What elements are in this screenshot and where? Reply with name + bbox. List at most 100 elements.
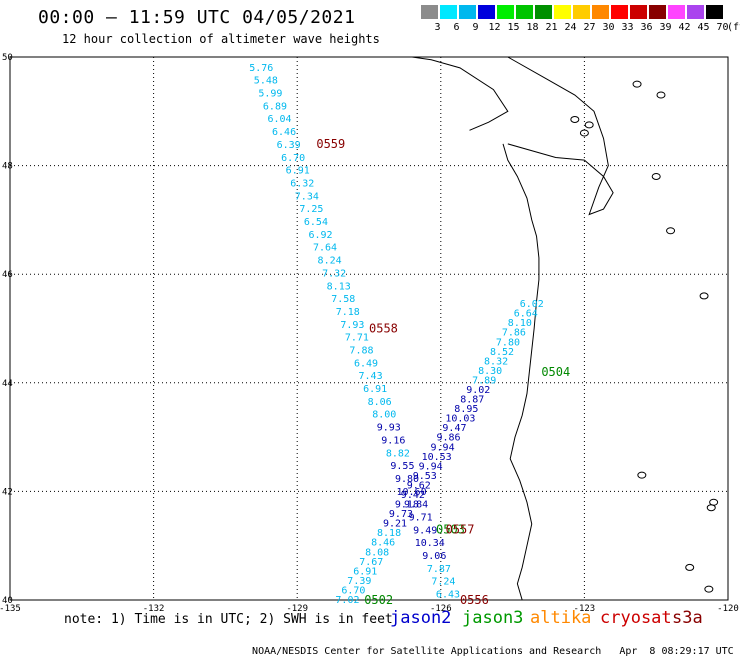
- lake-outline: [632, 80, 642, 88]
- swh-value-ascending: 9.42: [401, 490, 425, 501]
- swh-value-ascending: 7.80: [496, 337, 520, 348]
- scale-swatch: [421, 5, 438, 19]
- swh-value-descending: 9.93: [377, 423, 401, 434]
- lon-tick-label: -123: [574, 604, 596, 614]
- lake-outline: [706, 504, 716, 512]
- lake-outline: [637, 471, 647, 479]
- lake-outline: [584, 121, 594, 129]
- lon-tick-label: -129: [286, 604, 308, 614]
- lake-outline: [579, 129, 589, 137]
- swh-value-descending: 6.91: [286, 166, 310, 177]
- swh-value-descending: 7.32: [322, 268, 346, 279]
- lake-outline: [570, 115, 580, 123]
- pass-time-label: 0556: [460, 593, 489, 607]
- map-subtitle: 12 hour collection of altimeter wave hei…: [62, 32, 380, 46]
- swh-value-descending: 7.24: [431, 577, 455, 588]
- scale-unit: (ft): [727, 22, 740, 33]
- scale-label: 9: [472, 22, 479, 33]
- swh-value-descending: 6.91: [363, 384, 387, 395]
- lake-outline: [685, 563, 695, 571]
- swh-value-ascending: 8.52: [490, 347, 514, 358]
- scale-swatch: [687, 5, 704, 19]
- pass-time-label: 0558: [369, 322, 398, 336]
- us-west-coast: [502, 143, 540, 601]
- swh-value-ascending: 6.70: [341, 585, 365, 596]
- scale-label: 3: [434, 22, 441, 33]
- scale-label: 70: [716, 22, 729, 33]
- map-frame: [9, 56, 729, 601]
- swh-value-descending: 9.49: [413, 525, 437, 536]
- swh-value-descending: 6.46: [272, 127, 296, 138]
- swh-value-ascending: 9.18: [395, 500, 419, 511]
- swh-value-ascending: 9.94: [419, 461, 443, 472]
- lon-tick-label: -132: [143, 604, 165, 614]
- swh-value-descending: 8.24: [318, 256, 342, 267]
- map-title: 00:00 – 11:59 UTC 04/05/2021: [38, 7, 356, 28]
- pass-time-label: 0559: [316, 137, 345, 151]
- swh-value-descending: 5.48: [254, 76, 278, 87]
- swh-value-descending: 7.87: [427, 564, 451, 575]
- lon-tick-label: -135: [0, 604, 21, 614]
- swh-value-descending: 8.06: [368, 397, 392, 408]
- swh-value-descending: 7.88: [349, 345, 373, 356]
- swh-value-ascending: 7.39: [347, 576, 371, 587]
- mission-jason2: jason2: [390, 608, 452, 628]
- scale-label: 36: [640, 22, 653, 33]
- lake-outline: [651, 172, 661, 180]
- lake-outline: [704, 585, 714, 593]
- mission-s3a: s3a: [672, 608, 703, 628]
- swh-value-descending: 10.34: [415, 538, 445, 549]
- swh-value-descending: 7.25: [299, 204, 323, 215]
- scale-label: 12: [488, 22, 501, 33]
- scale-label: 39: [659, 22, 672, 33]
- scale-swatch: [668, 5, 685, 19]
- scale-swatch: [573, 5, 590, 19]
- scale-swatch: [478, 5, 495, 19]
- swh-value-ascending: 10.53: [422, 452, 452, 463]
- axis-tick-labels: -135 -132 -129 -126 -123 -120 40 42 44 46 48 50: [0, 53, 739, 614]
- scale-label: 24: [564, 22, 577, 33]
- swh-value-ascending: 8.18: [377, 528, 401, 539]
- swh-value-descending: 6.89: [263, 101, 287, 112]
- swh-value-ascending: 9.94: [431, 442, 455, 453]
- lon-tick-label: -120: [717, 604, 739, 614]
- scale-label: 33: [621, 22, 634, 33]
- lat-tick-label: 42: [2, 487, 13, 497]
- mission-cryosat: cryosat: [600, 608, 672, 628]
- scale-swatch: [630, 5, 647, 19]
- scale-label: 21: [545, 22, 558, 33]
- satellite-track-ascending: 7.026.707.396.917.678.088.468.189.219.73…: [335, 299, 543, 606]
- timestamp-text: Apr 8 08:29:17 UTC 2021: [619, 646, 740, 657]
- lat-tick-label: 48: [2, 162, 13, 172]
- swh-value-ascending: 8.87: [460, 395, 484, 406]
- mission-jason3: jason3: [462, 608, 524, 628]
- swh-value-descending: 9.84: [404, 500, 428, 511]
- swh-value-descending: 8.00: [372, 410, 396, 421]
- swh-value-descending: 6.54: [304, 217, 328, 228]
- swh-value-descending: 7.93: [340, 320, 364, 331]
- swh-value-descending: 6.49: [354, 358, 378, 369]
- swh-value-descending: 6.39: [277, 140, 301, 151]
- swh-value-ascending: 7.02: [335, 595, 359, 606]
- swh-value-ascending: 6.64: [514, 309, 538, 320]
- swh-value-ascending: 7.86: [502, 328, 526, 339]
- swh-value-ascending: 6.02: [520, 299, 544, 310]
- swh-value-ascending: 9.86: [436, 433, 460, 444]
- swh-value-descending: 6.92: [308, 230, 332, 241]
- swh-value-descending: 6.70: [281, 153, 305, 164]
- swh-value-descending: 9.16: [381, 435, 405, 446]
- swh-value-descending: 6.43: [436, 590, 460, 601]
- mission-altika: altika: [530, 608, 592, 628]
- scale-swatch: [554, 5, 571, 19]
- pass-time-label: 0504: [541, 365, 570, 379]
- lat-tick-label: 50: [2, 53, 13, 63]
- puget-sound-coast: [507, 56, 614, 216]
- lake-outline: [699, 292, 709, 300]
- pass-time-label: 0557: [446, 522, 475, 536]
- lake-outline: [666, 227, 676, 235]
- footnote: note: 1) Time is in UTC; 2) SWH is in fe…: [64, 612, 393, 627]
- scale-swatch: [516, 5, 533, 19]
- scale-label: 15: [507, 22, 520, 33]
- footer-credit: NOAA/NESDIS Center for Satellite Applica…: [240, 635, 740, 657]
